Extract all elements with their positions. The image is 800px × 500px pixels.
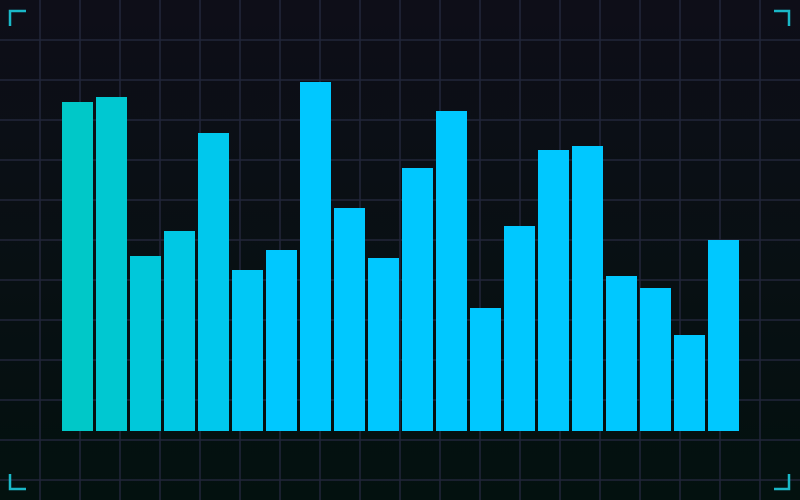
bar — [334, 208, 365, 431]
corner-bracket — [774, 9, 791, 26]
bar — [538, 150, 569, 431]
bar — [96, 97, 127, 431]
bar — [504, 226, 535, 431]
bars — [62, 82, 739, 431]
bar — [300, 82, 331, 431]
corner-brackets — [8, 9, 791, 491]
bar — [130, 256, 161, 431]
bar — [572, 146, 603, 431]
bar — [266, 250, 297, 431]
corner-bracket — [774, 474, 791, 491]
bar — [606, 276, 637, 431]
bar — [674, 335, 705, 431]
bar — [62, 102, 93, 431]
bar — [164, 231, 195, 431]
bar — [402, 168, 433, 431]
corner-bracket — [8, 9, 26, 26]
bar — [640, 288, 671, 431]
bar — [708, 240, 739, 431]
corner-bracket — [8, 474, 26, 491]
bar — [198, 133, 229, 431]
bar — [470, 308, 501, 431]
bar — [436, 111, 467, 431]
bar — [368, 258, 399, 431]
bar — [232, 270, 263, 431]
